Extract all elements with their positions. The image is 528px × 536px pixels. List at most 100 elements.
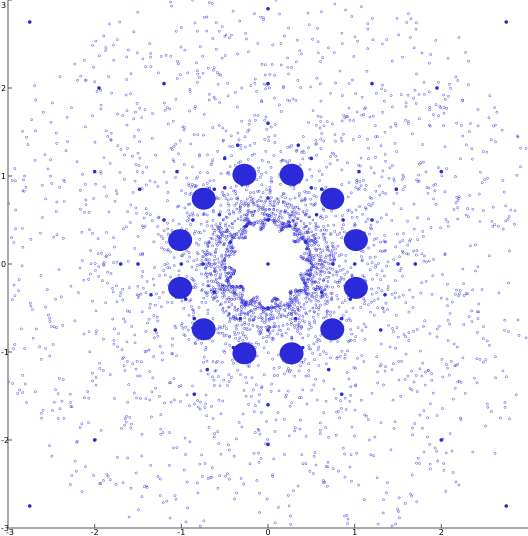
cloud-point <box>485 402 489 406</box>
data-point <box>439 438 444 442</box>
cloud-point <box>316 398 319 402</box>
cloud-point <box>64 149 68 153</box>
cloud-point <box>145 211 149 215</box>
data-point <box>238 316 243 321</box>
cloud-point <box>265 497 269 501</box>
cloud-point <box>317 169 321 173</box>
cloud-point <box>227 380 231 383</box>
ring-point <box>208 284 211 287</box>
cloud-point <box>55 141 59 145</box>
data-point <box>92 169 97 174</box>
cloud-point <box>325 362 328 366</box>
cloud-point <box>178 139 182 143</box>
cloud-point <box>254 341 258 345</box>
cloud-point <box>442 462 446 465</box>
cloud-point <box>193 402 196 406</box>
cloud-point <box>128 286 131 289</box>
cloud-point <box>243 300 247 304</box>
cloud-point <box>337 254 341 258</box>
cloud-point <box>319 428 322 432</box>
cloud-point <box>41 110 45 114</box>
ring-point <box>259 306 262 309</box>
cloud-point <box>346 209 350 213</box>
cloud-point <box>343 514 346 518</box>
cloud-point <box>66 140 69 143</box>
cloud-point <box>286 220 290 224</box>
cloud-point <box>410 494 414 498</box>
cloud-point <box>233 269 236 272</box>
cloud-point <box>124 225 128 229</box>
cloud-point <box>367 146 371 150</box>
cloud-point <box>113 245 116 249</box>
cloud-point <box>194 105 197 108</box>
cloud-point <box>232 232 236 236</box>
ring-point <box>224 271 227 275</box>
cloud-point <box>340 253 343 256</box>
cloud-point <box>209 163 213 167</box>
cloud-point <box>286 98 289 102</box>
cloud-point <box>106 474 110 478</box>
cloud-point <box>211 339 214 343</box>
data-point <box>175 169 179 174</box>
cloud-point <box>307 374 311 378</box>
cloud-point <box>118 294 122 298</box>
cloud-point <box>186 260 190 263</box>
cloud-point <box>222 287 226 291</box>
cloud-point <box>51 409 54 412</box>
cloud-point <box>256 298 259 301</box>
cloud-point <box>497 291 501 295</box>
cloud-point <box>314 202 317 205</box>
cloud-point <box>188 109 191 113</box>
cloud-point <box>310 239 314 242</box>
ring-point <box>235 232 239 235</box>
ring-point <box>223 294 226 298</box>
cloud-point <box>423 319 427 323</box>
cloud-point <box>299 396 303 399</box>
cloud-point <box>305 209 309 213</box>
cloud-point <box>304 374 308 378</box>
cloud-point <box>424 280 428 283</box>
cloud-point <box>269 203 273 207</box>
cloud-point <box>312 383 316 387</box>
ring-point <box>236 307 240 311</box>
cloud-point <box>291 317 294 321</box>
cloud-point <box>152 314 156 317</box>
cloud-point <box>309 202 313 206</box>
ring-point <box>204 258 208 261</box>
cloud-point <box>446 339 450 342</box>
cloud-point <box>361 274 365 277</box>
ring-point <box>260 199 263 203</box>
cloud-point <box>434 103 438 107</box>
cloud-point <box>123 320 127 324</box>
cloud-point <box>257 460 261 464</box>
cloud-point <box>113 327 116 331</box>
cloud-point <box>136 284 140 288</box>
cloud-point <box>97 275 101 278</box>
cloud-point <box>375 273 379 276</box>
cloud-point <box>301 360 305 364</box>
cloud-point <box>380 289 384 293</box>
cloud-point <box>222 324 226 328</box>
cloud-point <box>171 219 175 222</box>
cloud-point <box>524 147 528 150</box>
ring-point <box>290 321 293 324</box>
cloud-point <box>34 129 37 133</box>
ring-point <box>281 324 285 327</box>
cloud-point <box>304 203 308 207</box>
cloud-point <box>190 265 194 269</box>
cloud-point <box>314 270 318 274</box>
cloud-point <box>133 333 137 337</box>
cloud-point <box>258 511 261 514</box>
cloud-point <box>428 105 432 109</box>
cloud-point <box>471 207 475 211</box>
data-point <box>266 262 270 266</box>
cloud-point <box>524 336 528 340</box>
ring-point <box>314 237 317 240</box>
cloud-point <box>461 134 465 138</box>
cloud-point <box>260 183 264 187</box>
cloud-point <box>324 215 328 219</box>
cloud-point <box>267 139 270 143</box>
cloud-point <box>143 485 146 489</box>
cloud-point <box>270 211 274 215</box>
cloud-point <box>353 223 357 227</box>
